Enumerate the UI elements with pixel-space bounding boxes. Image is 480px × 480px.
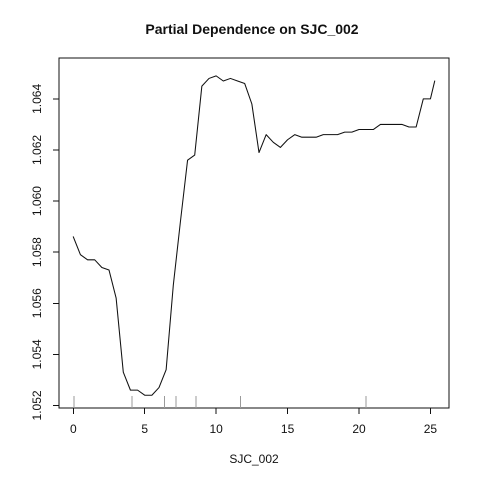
y-axis: 1.052 1.054 1.056 1.058 1.060 1.062 1.064 xyxy=(30,84,60,420)
y-tick-label: 1.056 xyxy=(30,288,44,318)
chart-title: Partial Dependence on SJC_002 xyxy=(145,21,358,37)
x-tick-label: 15 xyxy=(281,422,295,436)
y-tick-label: 1.052 xyxy=(30,390,44,420)
x-tick-label: 5 xyxy=(141,422,148,436)
y-tick-label: 1.054 xyxy=(30,339,44,369)
x-axis-title: SJC_002 xyxy=(229,452,279,466)
x-tick-label: 10 xyxy=(209,422,223,436)
y-tick-label: 1.062 xyxy=(30,135,44,165)
x-tick-label: 0 xyxy=(70,422,77,436)
x-axis: 0 5 10 15 20 25 xyxy=(70,407,438,436)
rug-marks xyxy=(73,396,367,408)
x-tick-label: 25 xyxy=(424,422,438,436)
y-tick-label: 1.064 xyxy=(30,84,44,114)
y-tick-label: 1.058 xyxy=(30,237,44,267)
series-line xyxy=(72,75,436,396)
plot-frame xyxy=(58,57,450,409)
x-tick-label: 20 xyxy=(352,422,366,436)
y-tick-label: 1.060 xyxy=(30,186,44,216)
